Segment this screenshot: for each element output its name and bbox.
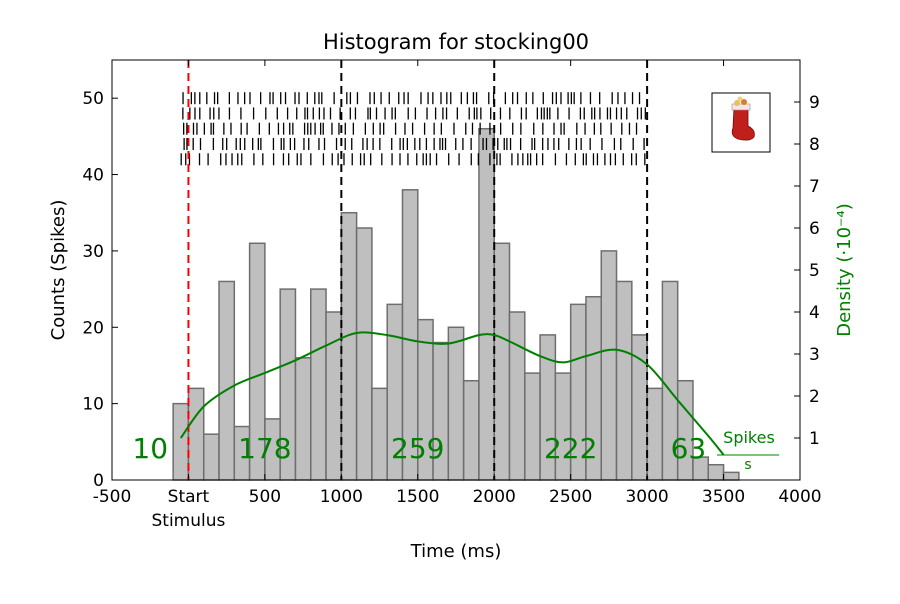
y2-tick-label: 5 — [809, 261, 820, 281]
x-tick-label: 3500 — [702, 487, 745, 507]
chart-title: Histogram for stocking00 — [323, 30, 589, 54]
x-tick-label: 2000 — [473, 487, 516, 507]
x-tick-label: 3000 — [625, 487, 668, 507]
density-curve — [179, 331, 725, 456]
y2-tick-label: 2 — [809, 387, 820, 407]
x-tick-label: -500 — [93, 487, 132, 507]
histogram-bar — [493, 242, 511, 481]
histogram-bar — [600, 250, 618, 481]
y2-tick-label: 7 — [809, 177, 820, 197]
histogram-bar — [524, 372, 541, 481]
histogram-bar — [646, 387, 664, 481]
rate-unit-denominator: s — [744, 457, 751, 473]
histogram-bar — [355, 227, 373, 481]
histogram-bar — [508, 311, 526, 481]
x-tick-label: 2500 — [549, 487, 592, 507]
x-axis-label: Time (ms) — [410, 541, 502, 562]
histogram-bar — [722, 471, 740, 481]
spike-raster — [180, 92, 646, 166]
x-axis-ticks: -500 Start 500 1000 1500 2000 2500 3000 3500 4000… — [93, 60, 822, 531]
y-axis-label: Counts (Spikes) — [48, 200, 69, 341]
y2-axis-ticks: 1 2 3 4 5 6 7 8 9 — [794, 93, 820, 449]
y-tick-label: 50 — [82, 89, 104, 109]
y-tick-label: 40 — [82, 166, 104, 186]
y2-tick-label: 3 — [809, 345, 820, 365]
x-tick-label: 4000 — [778, 487, 821, 507]
histogram-bar — [187, 387, 205, 481]
segment-count-labels: 10 178 259 222 63 — [132, 432, 706, 465]
stocking-icon — [731, 96, 755, 141]
y2-tick-label: 8 — [809, 135, 820, 155]
histogram-bar — [218, 280, 236, 481]
legend-box — [711, 92, 771, 153]
histogram-bar — [676, 379, 694, 481]
histogram-bar — [325, 311, 343, 481]
histogram-bar — [172, 402, 190, 481]
rate-unit-label: Spikes s — [717, 428, 779, 473]
histogram-bar — [707, 463, 725, 481]
histogram-bar — [447, 326, 465, 481]
x-tick-label: 1000 — [320, 487, 363, 507]
segment-count: 178 — [238, 432, 291, 465]
event-lines — [187, 60, 649, 480]
x-tick-sublabel: Stimulus — [152, 511, 226, 531]
x-tick-label: 500 — [249, 487, 281, 507]
histogram-bar — [478, 127, 495, 481]
y2-tick-label: 6 — [809, 219, 820, 239]
histogram-bar — [462, 379, 480, 481]
x-tick-label: Start — [168, 487, 210, 507]
histogram-bar — [310, 288, 327, 481]
histogram-bars — [172, 127, 740, 481]
x-tick-label: 1500 — [396, 487, 439, 507]
segment-count: 10 — [132, 432, 168, 465]
y2-axis-label: Density (·10⁻⁴) — [834, 203, 855, 337]
y2-tick-label: 1 — [809, 429, 820, 449]
histogram-bar — [294, 357, 312, 481]
y-tick-label: 10 — [82, 395, 104, 415]
y-axis-ticks: 0 10 20 30 40 50 — [82, 89, 118, 491]
histogram-bar — [202, 433, 220, 481]
y-tick-label: 30 — [82, 242, 104, 262]
y2-tick-label: 9 — [809, 93, 820, 113]
y2-tick-label: 4 — [809, 303, 820, 323]
y-tick-label: 20 — [82, 318, 104, 338]
segment-count: 63 — [671, 432, 707, 465]
rate-unit-numerator: Spikes — [723, 428, 775, 447]
y-tick-label: 0 — [93, 471, 104, 491]
histogram-bar — [615, 280, 633, 481]
segment-count: 259 — [391, 432, 444, 465]
histogram-bar — [340, 211, 358, 481]
histogram-bar — [371, 387, 388, 481]
segment-count: 222 — [544, 432, 597, 465]
